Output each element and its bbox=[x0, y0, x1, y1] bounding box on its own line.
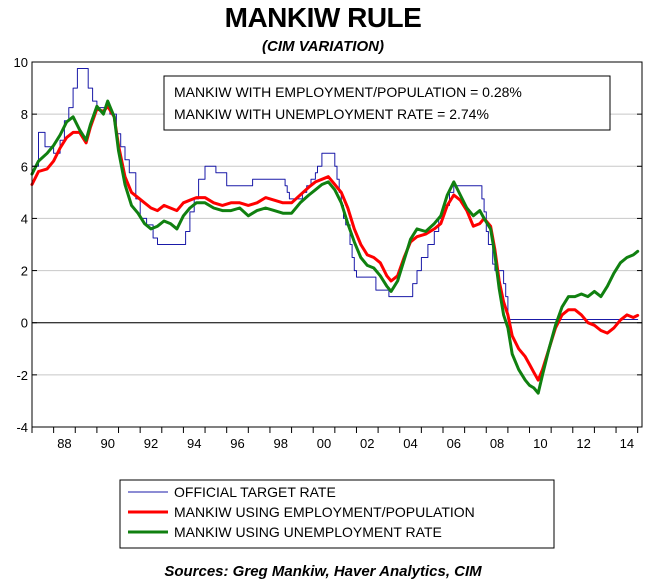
x-tick-label: 92 bbox=[144, 436, 158, 451]
x-tick-label: 04 bbox=[403, 436, 417, 451]
plot-area-frame bbox=[31, 61, 643, 428]
x-tick-label: 14 bbox=[620, 436, 634, 451]
y-tick-label: -4 bbox=[16, 420, 28, 435]
x-tick-label: 08 bbox=[490, 436, 504, 451]
y-tick-label: 10 bbox=[14, 55, 28, 70]
legend-label-target-rate: OFFICIAL TARGET RATE bbox=[174, 484, 336, 500]
annotation-frame bbox=[163, 75, 611, 131]
series-line-unemployment bbox=[30, 99, 640, 395]
x-tick-label: 88 bbox=[57, 436, 71, 451]
gridlines bbox=[32, 113, 642, 376]
legend-label-employment: MANKIW USING EMPLOYMENT/POPULATION bbox=[174, 504, 475, 520]
y-tick-label: 6 bbox=[21, 159, 28, 174]
y-tick-label: 8 bbox=[21, 107, 28, 122]
annotation-unemployment: MANKIW WITH UNEMPLOYMENT RATE = 2.74% bbox=[174, 106, 489, 122]
series-line-employment bbox=[30, 104, 640, 382]
x-tick-label: 00 bbox=[317, 436, 331, 451]
x-tick-label: 90 bbox=[100, 436, 114, 451]
x-tick-label: 98 bbox=[274, 436, 288, 451]
y-axis: -4 -2 0 2 4 6 8 10 bbox=[14, 55, 642, 435]
y-tick-label: 0 bbox=[21, 316, 28, 331]
series-layer bbox=[30, 68, 640, 395]
legend: OFFICIAL TARGET RATE MANKIW USING EMPLOY… bbox=[119, 479, 555, 549]
y-tick-label: -2 bbox=[16, 368, 28, 383]
x-tick-label: 12 bbox=[576, 436, 590, 451]
x-tick-label: 10 bbox=[533, 436, 547, 451]
x-tick-label: 96 bbox=[230, 436, 244, 451]
annotation-box: MANKIW WITH EMPLOYMENT/POPULATION = 0.28… bbox=[163, 75, 611, 131]
x-tick-label: 02 bbox=[360, 436, 374, 451]
y-tick-label: 4 bbox=[21, 211, 28, 226]
x-axis: 88 90 92 94 96 98 00 02 04 06 08 10 12 14 bbox=[31, 427, 639, 451]
x-tick-label: 94 bbox=[187, 436, 201, 451]
y-tick-label: 2 bbox=[21, 264, 28, 279]
chart-title: MANKIW RULE bbox=[224, 2, 422, 33]
legend-label-unemployment: MANKIW USING UNEMPLOYMENT RATE bbox=[174, 524, 442, 540]
chart-subtitle: (CIM VARIATION) bbox=[262, 38, 384, 55]
annotation-employment: MANKIW WITH EMPLOYMENT/POPULATION = 0.28… bbox=[174, 84, 522, 100]
source-note: Sources: Greg Mankiw, Haver Analytics, C… bbox=[164, 563, 482, 580]
legend-frame bbox=[119, 479, 555, 549]
x-tick-label: 06 bbox=[447, 436, 461, 451]
